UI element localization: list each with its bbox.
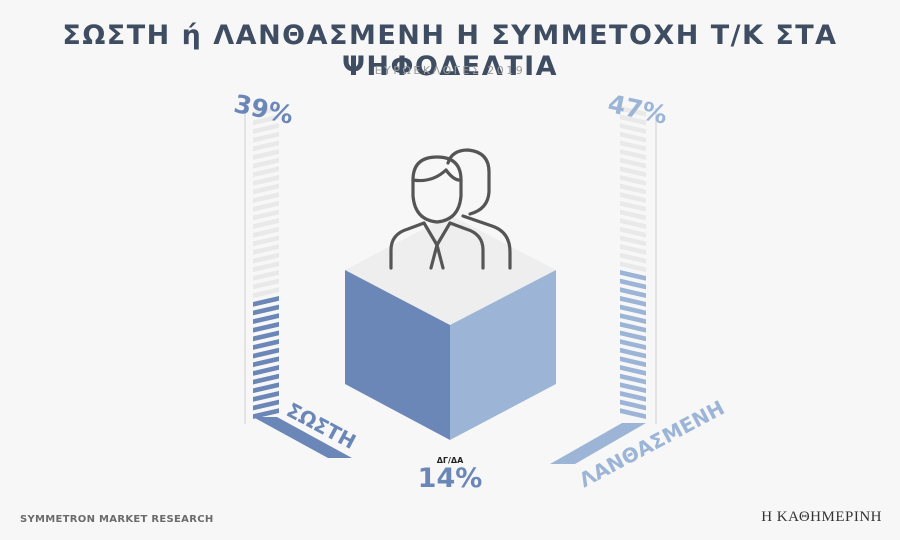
- bar-lanthasmeni-stripes: [620, 105, 646, 419]
- bar-sosti-empty-stripe: [253, 131, 279, 143]
- bar-sosti-empty-stripe: [253, 149, 279, 160]
- bar-lanthasmeni-filled-stripe: [620, 382, 646, 394]
- ballot-box-left-face: [345, 270, 450, 440]
- bar-sosti-filled-stripe: [253, 373, 279, 385]
- bar-sosti-empty-stripe: [253, 140, 279, 152]
- bar-lanthasmeni-empty-stripe: [620, 105, 646, 117]
- bar-lanthasmeni-empty-stripe: [620, 123, 646, 134]
- bar-sosti-filled-stripe: [253, 399, 279, 411]
- bar-sosti-filled-stripe: [253, 347, 279, 359]
- bar-sosti-empty-stripe: [253, 192, 279, 204]
- bar-lanthasmeni-filled-stripe: [620, 330, 646, 342]
- bar-sosti-filled-stripe: [253, 304, 279, 316]
- bar-sosti-empty-stripe: [253, 287, 279, 299]
- bar-sosti-empty-stripe: [253, 244, 279, 255]
- bar-lanthasmeni-empty-stripe: [620, 209, 646, 221]
- bar-sosti-filled-stripe: [253, 339, 279, 350]
- bar-sosti-empty-stripe: [253, 183, 279, 195]
- bar-lanthasmeni-empty-stripe: [620, 244, 646, 255]
- bar-sosti-empty-stripe: [253, 209, 279, 221]
- bar-lanthasmeni-empty-stripe: [620, 226, 646, 238]
- bar-lanthasmeni-empty-stripe: [620, 131, 646, 143]
- publisher-logo: Η ΚΑΘΗΜΕΡΙΝΗ: [761, 509, 882, 525]
- bar-lanthasmeni-empty-stripe: [620, 252, 646, 264]
- bar-lanthasmeni-rail: [655, 108, 657, 424]
- bar-sosti-empty-stripe: [253, 114, 279, 126]
- bar-lanthasmeni-empty-stripe: [620, 235, 646, 247]
- bar-sosti: [244, 105, 352, 458]
- bar-lanthasmeni-empty-stripe: [620, 114, 646, 126]
- bar-sosti-empty-stripe: [253, 252, 279, 264]
- bar-lanthasmeni-filled-stripe: [620, 390, 646, 402]
- bar-sosti-filled-stripe: [253, 382, 279, 394]
- bar-sosti-empty-stripe: [253, 218, 279, 229]
- bar-sosti-empty-stripe: [253, 105, 279, 117]
- source-credit: SYMMETRON MARKET RESEARCH: [20, 514, 214, 525]
- bar-sosti-empty-stripe: [253, 235, 279, 247]
- bar-lanthasmeni-filled-stripe: [620, 321, 646, 333]
- bar-sosti-filled-stripe: [253, 321, 279, 333]
- ballot-box-top: [345, 215, 556, 325]
- bar-sosti-empty-stripe: [253, 157, 279, 169]
- bar-lanthasmeni-empty-stripe: [620, 183, 646, 195]
- bar-lanthasmeni-filled-stripe: [620, 287, 646, 299]
- bar-sosti-empty-stripe: [253, 200, 279, 212]
- bar-lanthasmeni-filled-stripe: [620, 339, 646, 350]
- bar-lanthasmeni-filled-stripe: [620, 365, 646, 376]
- bar-lanthasmeni-empty-stripe: [620, 218, 646, 229]
- bar-lanthasmeni-filled-stripe: [620, 373, 646, 385]
- bar-lanthasmeni-filled-stripe: [620, 408, 646, 419]
- bar-lanthasmeni-value-label: 47%: [605, 89, 670, 130]
- bar-lanthasmeni-filled-stripe: [620, 270, 646, 281]
- bar-sosti-filled-stripe: [253, 295, 279, 307]
- bar-sosti-empty-stripe: [253, 261, 279, 273]
- bar-lanthasmeni: [550, 105, 657, 464]
- bar-lanthasmeni-filled-stripe: [620, 304, 646, 316]
- bar-sosti-filled-stripe: [253, 356, 279, 368]
- bar-lanthasmeni-base: [550, 423, 646, 464]
- chart-subtitle: ΕΥΡΩΕΚΛΟΓΕΣ 2019: [374, 64, 526, 77]
- chart-title: ΣΩΣΤΗ ή ΛΑΝΘΑΣΜΕΝΗ Η ΣΥΜΜΕΤΟΧΗ Τ/Κ ΣΤΑ Ψ…: [62, 20, 838, 82]
- bar-sosti-base: [253, 417, 352, 458]
- bar-dgda-category-label: ΔΓ/ΔΑ: [436, 456, 464, 465]
- bar-lanthasmeni-filled-stripe: [620, 295, 646, 307]
- bar-sosti-empty-stripe: [253, 174, 279, 186]
- bar-sosti-filled-stripe: [253, 390, 279, 402]
- bar-lanthasmeni-empty-stripe: [620, 200, 646, 212]
- bar-lanthasmeni-filled-stripe: [620, 278, 646, 290]
- bar-lanthasmeni-empty-stripe: [620, 157, 646, 169]
- bar-sosti-filled-stripe: [253, 408, 279, 419]
- bar-lanthasmeni-filled-stripe: [620, 399, 646, 411]
- bar-lanthasmeni-empty-stripe: [620, 192, 646, 204]
- bar-sosti-value-label: 39%: [231, 89, 296, 130]
- bar-sosti-empty-stripe: [253, 278, 279, 290]
- people-icon: [389, 148, 512, 270]
- ballot-box: [345, 215, 556, 440]
- bar-lanthasmeni-filled-stripe: [620, 347, 646, 359]
- bar-sosti-empty-stripe: [253, 123, 279, 134]
- bar-lanthasmeni-empty-stripe: [620, 166, 646, 178]
- bar-lanthasmeni-empty-stripe: [620, 140, 646, 152]
- bar-lanthasmeni-empty-stripe: [620, 149, 646, 160]
- bar-lanthasmeni-empty-stripe: [620, 261, 646, 273]
- bar-lanthasmeni-filled-stripe: [620, 313, 646, 324]
- bar-lanthasmeni-empty-stripe: [620, 174, 646, 186]
- bar-lanthasmeni-filled-stripe: [620, 356, 646, 368]
- bar-sosti-stripes: [253, 105, 279, 419]
- bar-sosti-empty-stripe: [253, 270, 279, 281]
- bar-sosti-filled-stripe: [253, 365, 279, 376]
- bar-dgda-value-label: 14%: [417, 463, 483, 494]
- ballot-box-right-face: [450, 270, 556, 440]
- bar-sosti-rail: [244, 108, 246, 424]
- bar-sosti-filled-stripe: [253, 313, 279, 324]
- bar-sosti-empty-stripe: [253, 166, 279, 178]
- bar-sosti-filled-stripe: [253, 330, 279, 342]
- bar-sosti-empty-stripe: [253, 226, 279, 238]
